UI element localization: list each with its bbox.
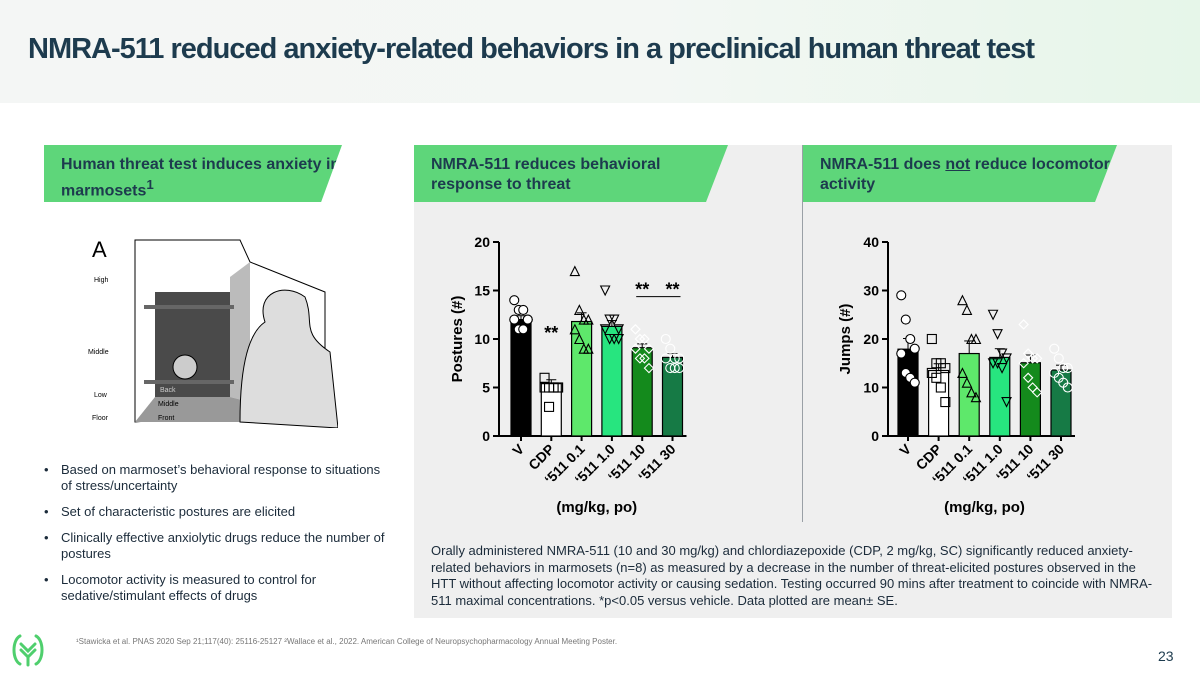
- title-bar: [0, 0, 1200, 103]
- panel-divider: [802, 145, 803, 522]
- banner-human-threat: Human threat test induces anxiety in mar…: [44, 145, 342, 202]
- human-threat-test-illustration: A High Middle Low Floor Back Middle Fron…: [88, 237, 338, 428]
- bullet-item: Clinically effective anxiolytic drugs re…: [44, 530, 394, 562]
- banner-text: Human threat test induces anxiety in mar…: [61, 156, 341, 200]
- figure-caption: Orally administered NMRA-511 (10 and 30 …: [431, 543, 1153, 608]
- banner-locomotor: NMRA-511 does not reduce locomotor activ…: [803, 145, 1117, 202]
- banner-text: reduce locomotor activity: [820, 156, 1110, 193]
- bullet-item: Locomotor activity is measured to contro…: [44, 572, 394, 604]
- footnote: ¹Stawicka et al. PNAS 2020 Sep 21;117(40…: [76, 637, 618, 646]
- zone-label: Floor: [92, 415, 109, 422]
- page-number: 23: [1158, 648, 1174, 664]
- zone-label: Middle: [88, 349, 109, 356]
- banner-emphasis: not: [945, 156, 971, 173]
- floor-label: Middle: [158, 401, 179, 408]
- bullet-item: Set of characteristic postures are elici…: [44, 504, 394, 520]
- banner-text: NMRA-511 reduces behavioral response to …: [431, 156, 661, 193]
- bullet-item: Based on marmoset’s behavioral response …: [44, 462, 394, 494]
- footnote-ref: 1: [146, 177, 154, 192]
- floor-label: Front: [158, 415, 174, 422]
- panel-letter: A: [92, 237, 107, 262]
- banner-behavioral: NMRA-511 reduces behavioral response to …: [414, 145, 728, 202]
- company-logo: [12, 634, 44, 667]
- page-title: NMRA-511 reduced anxiety-related behavio…: [28, 33, 1035, 65]
- banner-text: NMRA-511 does: [820, 156, 946, 173]
- zone-label: Low: [94, 392, 108, 399]
- floor-label: Back: [160, 387, 176, 394]
- bullet-list: Based on marmoset’s behavioral response …: [44, 462, 394, 614]
- zone-label: High: [94, 277, 109, 284]
